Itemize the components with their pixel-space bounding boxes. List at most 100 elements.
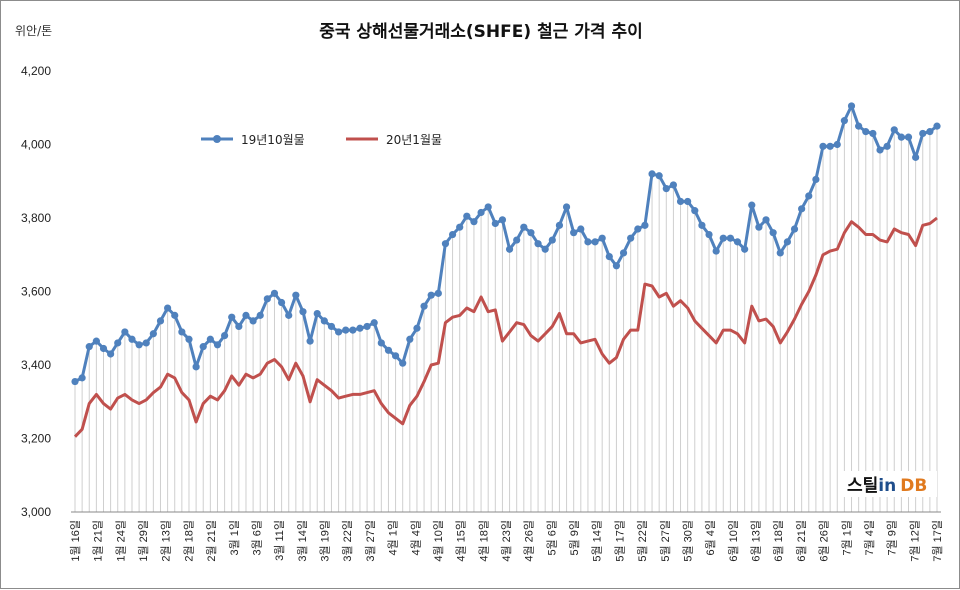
x-tick-label: 7월 9일 <box>885 520 899 556</box>
y-axis-ticks: 3,000 3,200 3,400 3,600 3,800 4,000 4,200 <box>21 64 51 519</box>
data-point-19-10 <box>627 234 635 242</box>
data-point-19-10 <box>748 201 756 209</box>
data-point-19-10 <box>99 344 108 353</box>
data-point-19-10 <box>156 317 165 325</box>
y-tick-label: 3,800 <box>21 211 51 225</box>
watermark-logo: 스틸in DB <box>841 471 937 497</box>
data-point-19-10 <box>399 359 407 367</box>
data-point-19-10 <box>121 328 129 336</box>
data-point-19-10 <box>420 302 428 310</box>
data-point-19-10 <box>213 341 222 349</box>
x-tick-label: 6월 4일 <box>703 520 717 556</box>
data-point-19-10 <box>926 128 934 136</box>
data-point-19-10 <box>541 245 549 253</box>
data-point-19-10 <box>427 291 435 299</box>
data-point-19-10 <box>847 102 856 110</box>
data-point-19-10 <box>306 337 314 345</box>
data-point-19-10 <box>470 218 478 226</box>
data-point-19-10 <box>855 122 863 130</box>
x-tick-label: 5월 14일 <box>590 520 604 562</box>
x-tick-label: 6월 13일 <box>749 520 763 562</box>
data-point-19-10 <box>228 313 236 321</box>
data-point-19-10 <box>605 252 613 261</box>
data-point-19-10 <box>712 247 720 255</box>
data-point-19-10 <box>242 311 250 319</box>
data-point-19-10 <box>391 352 400 360</box>
data-point-19-10 <box>933 122 941 130</box>
data-point-19-10 <box>826 142 834 150</box>
data-point-19-10 <box>534 240 542 248</box>
data-point-19-10 <box>726 234 735 242</box>
data-point-19-10 <box>912 153 920 161</box>
x-tick-label: 6월 26일 <box>817 520 831 562</box>
x-axis-ticks: 1월 16일 1월 21일 1월 24일 1월 29일 2월 13일 2월 18일 2월 2… <box>68 520 944 562</box>
data-point-19-10 <box>413 324 421 332</box>
data-point-19-10 <box>862 128 870 136</box>
data-point-19-10 <box>292 291 300 299</box>
logo-part-1: 스틸 <box>847 475 878 496</box>
data-point-19-10 <box>484 203 492 211</box>
drop-lines <box>74 105 938 512</box>
data-point-19-10 <box>584 238 592 246</box>
data-point-19-10 <box>641 221 649 229</box>
data-point-19-10 <box>819 142 827 150</box>
data-point-19-10 <box>691 207 699 215</box>
data-point-19-10 <box>434 289 442 297</box>
x-tick-label: 2월 13일 <box>159 520 173 562</box>
data-point-19-10 <box>591 238 599 246</box>
data-point-19-10 <box>577 225 585 233</box>
data-point-19-10 <box>904 133 913 141</box>
data-point-19-10 <box>370 319 378 327</box>
data-point-19-10 <box>619 249 628 257</box>
data-point-19-10 <box>505 245 514 253</box>
data-point-19-10 <box>249 317 257 325</box>
data-point-19-10 <box>897 133 905 141</box>
x-tick-label: 4월 18일 <box>476 520 490 562</box>
x-tick-label: 6월 18일 <box>771 520 785 562</box>
data-point-19-10 <box>555 221 564 229</box>
data-point-19-10 <box>883 142 891 150</box>
data-point-19-10 <box>313 309 321 318</box>
data-point-19-10 <box>776 249 784 257</box>
x-tick-label: 6월 10일 <box>726 520 740 562</box>
data-point-19-10 <box>513 236 521 244</box>
x-tick-label: 1월 24일 <box>113 520 127 562</box>
y-tick-label: 4,000 <box>21 138 51 152</box>
data-point-19-10 <box>185 335 193 343</box>
data-point-19-10 <box>192 363 200 371</box>
data-point-19-10 <box>498 216 507 224</box>
x-tick-label: 1월 16일 <box>68 520 82 562</box>
data-point-19-10 <box>463 212 471 220</box>
x-tick-label: 5월 22일 <box>635 520 649 562</box>
data-point-19-10 <box>669 181 678 189</box>
data-point-19-10 <box>114 339 122 347</box>
data-point-19-10 <box>263 295 271 303</box>
data-point-19-10 <box>285 311 293 319</box>
data-point-19-10 <box>199 343 207 351</box>
data-point-19-10 <box>833 140 841 149</box>
x-tick-label: 2월 21일 <box>204 520 218 562</box>
data-point-19-10 <box>705 230 713 239</box>
data-point-19-10 <box>783 238 791 246</box>
x-tick-label: 4월 23일 <box>499 520 513 562</box>
x-tick-label: 4월 10일 <box>431 520 445 562</box>
x-tick-label: 4월 1일 <box>386 520 400 556</box>
data-point-19-10 <box>164 304 172 312</box>
y-tick-label: 4,200 <box>21 64 51 78</box>
data-point-19-10 <box>128 335 136 343</box>
data-point-19-10 <box>676 197 685 206</box>
data-point-19-10 <box>406 335 414 343</box>
legend-item-20-01: 20년1월물 <box>346 133 442 147</box>
unit-label: 위안/톤 <box>15 24 52 38</box>
legend: 19년10월물 20년1월물 <box>201 133 442 147</box>
data-point-19-10 <box>520 223 528 231</box>
data-point-19-10 <box>377 339 385 347</box>
data-point-19-10 <box>477 208 485 217</box>
x-tick-label: 5월 27일 <box>658 520 672 562</box>
data-point-19-10 <box>890 126 898 134</box>
data-point-19-10 <box>876 146 884 154</box>
data-point-19-10 <box>171 311 179 319</box>
